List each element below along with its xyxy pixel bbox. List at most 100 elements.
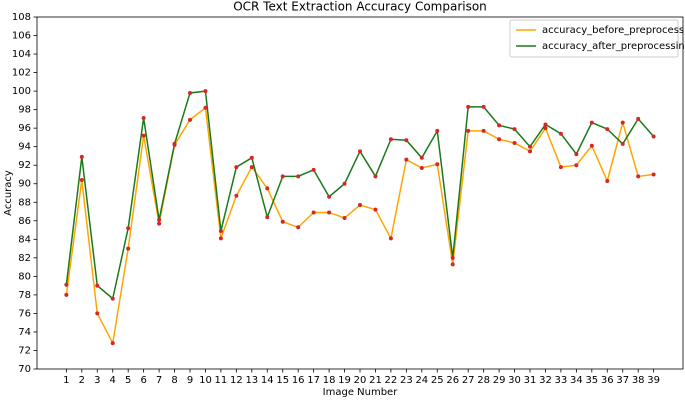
- data-point: [141, 133, 146, 138]
- x-tick-label: 28: [477, 375, 490, 386]
- data-point: [543, 122, 548, 127]
- y-tick-label: 106: [12, 31, 31, 42]
- x-tick-label: 29: [493, 375, 506, 386]
- data-point: [373, 207, 378, 212]
- y-axis-label: Accuracy: [3, 170, 14, 216]
- data-point: [636, 174, 641, 179]
- data-point: [234, 165, 239, 170]
- data-point: [249, 155, 254, 160]
- x-tick-label: 2: [79, 375, 85, 386]
- data-point: [64, 282, 69, 287]
- x-tick-label: 37: [616, 375, 629, 386]
- y-tick-label: 72: [18, 345, 31, 356]
- data-point: [203, 89, 208, 94]
- x-tick-label: 5: [125, 375, 131, 386]
- x-tick-label: 7: [156, 375, 162, 386]
- data-point: [512, 140, 517, 145]
- x-tick-label: 21: [369, 375, 382, 386]
- y-tick-label: 86: [18, 216, 31, 227]
- data-point: [157, 217, 162, 222]
- y-tick-label: 88: [18, 197, 31, 208]
- chart-title: OCR Text Extraction Accuracy Comparison: [233, 0, 487, 14]
- data-point: [358, 149, 362, 154]
- y-tick-label: 96: [18, 123, 31, 134]
- data-point: [249, 165, 254, 170]
- plot-frame: [36, 16, 684, 370]
- data-point: [172, 141, 177, 146]
- data-point: [203, 105, 208, 110]
- x-tick-label: 10: [199, 375, 212, 386]
- data-point: [342, 181, 347, 186]
- x-tick-label: 32: [539, 375, 552, 386]
- data-point: [589, 120, 594, 125]
- y-tick-label: 104: [12, 49, 31, 60]
- legend-label: accuracy_after_preprocessing: [542, 41, 685, 52]
- data-point: [311, 210, 316, 215]
- data-point: [497, 123, 502, 128]
- x-tick-label: 31: [524, 375, 537, 386]
- y-tick-label: 80: [18, 271, 31, 282]
- data-point: [141, 115, 146, 120]
- x-tick-label: 26: [446, 375, 459, 386]
- data-point: [466, 128, 471, 133]
- x-tick-label: 12: [230, 375, 243, 386]
- x-tick-label: 18: [323, 375, 336, 386]
- data-point: [543, 126, 548, 131]
- data-point: [574, 163, 579, 168]
- data-point: [419, 155, 424, 160]
- data-point: [126, 246, 131, 251]
- data-point: [234, 193, 239, 198]
- x-tick-label: 38: [632, 375, 645, 386]
- y-tick-label: 102: [12, 68, 31, 79]
- x-tick-label: 14: [261, 375, 274, 386]
- y-tick-label: 100: [12, 86, 31, 97]
- data-point: [605, 127, 610, 132]
- y-tick-label: 90: [18, 179, 31, 190]
- y-tick-label: 84: [18, 234, 31, 245]
- data-point: [358, 203, 362, 208]
- data-point: [481, 104, 486, 109]
- data-point: [497, 137, 502, 142]
- y-tick-label: 76: [18, 308, 31, 319]
- data-point: [280, 174, 285, 179]
- data-point: [265, 186, 270, 191]
- x-tick-label: 20: [354, 375, 367, 386]
- data-point: [636, 116, 641, 121]
- x-tick-label: 33: [555, 375, 568, 386]
- x-tick-label: 22: [385, 375, 398, 386]
- x-tick-label: 8: [171, 375, 177, 386]
- x-tick-label: 36: [601, 375, 614, 386]
- data-point: [620, 141, 625, 146]
- data-point: [528, 144, 532, 149]
- x-tick-label: 34: [570, 375, 583, 386]
- data-point: [110, 341, 115, 346]
- data-point: [620, 120, 625, 125]
- y-tick-label: 98: [18, 105, 31, 116]
- data-point: [435, 128, 440, 133]
- x-tick-label: 24: [415, 375, 428, 386]
- data-point: [188, 90, 192, 95]
- data-point: [558, 131, 563, 136]
- x-tick-label: 17: [307, 375, 320, 386]
- data-point: [311, 167, 316, 172]
- x-tick-label: 9: [187, 375, 193, 386]
- data-point: [218, 236, 223, 241]
- data-point: [388, 137, 393, 142]
- x-tick-label: 16: [292, 375, 305, 386]
- y-tick-label: 108: [12, 12, 31, 23]
- data-point: [126, 226, 131, 231]
- y-tick-label: 82: [18, 253, 31, 264]
- x-tick-label: 1: [63, 375, 69, 386]
- x-tick-label: 13: [245, 375, 258, 386]
- y-tick-label: 92: [18, 160, 31, 171]
- data-point: [435, 162, 440, 167]
- legend-box: [509, 19, 679, 58]
- x-tick-label: 6: [140, 375, 146, 386]
- y-tick-label: 78: [18, 290, 31, 301]
- data-point: [388, 236, 393, 241]
- x-tick-label: 35: [585, 375, 598, 386]
- y-tick-label: 94: [18, 142, 31, 153]
- data-point: [64, 292, 69, 297]
- data-point: [651, 134, 656, 139]
